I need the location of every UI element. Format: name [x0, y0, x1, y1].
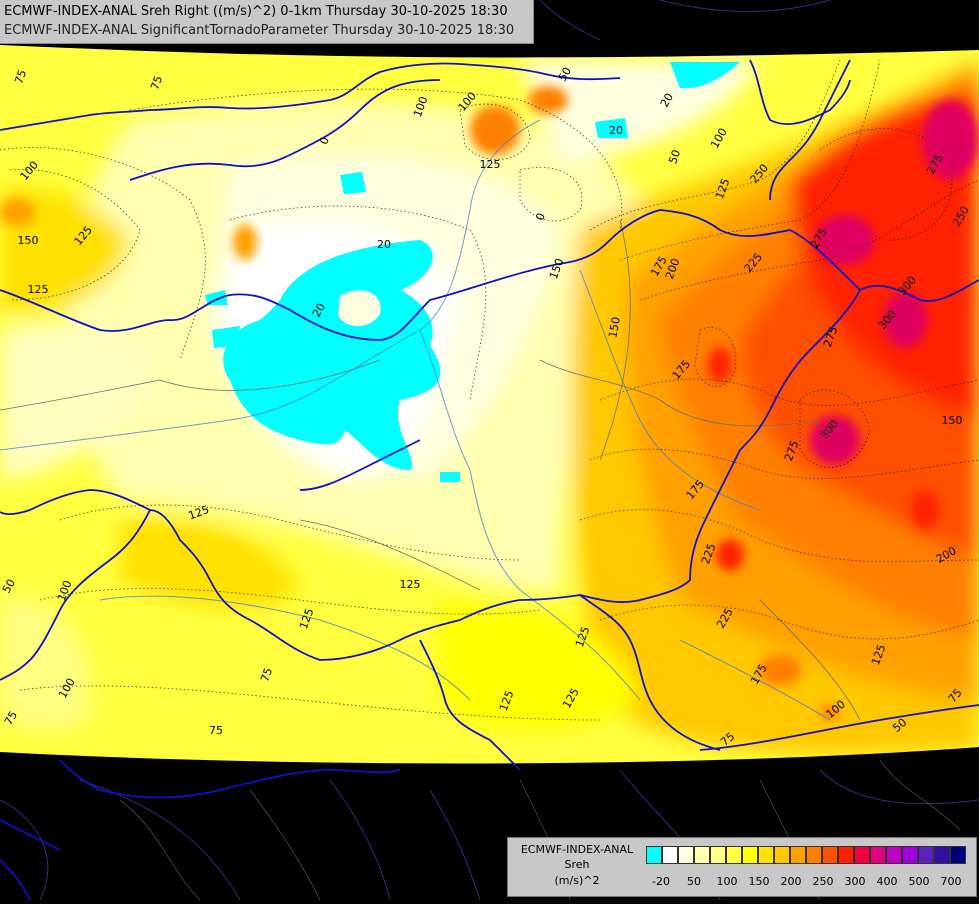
legend-parameter: Sreh — [564, 858, 590, 871]
contour-label: 75 — [258, 666, 275, 684]
rivers — [0, 119, 831, 721]
legend-swatch — [678, 846, 694, 864]
contour-label: 125 — [28, 283, 49, 296]
contour-label: 75 — [148, 74, 165, 92]
sreh-field — [0, 45, 979, 764]
contour-label: 0 — [533, 211, 548, 222]
legend-swatch — [758, 846, 774, 864]
contour-label: 20 — [310, 301, 328, 320]
legend-tick-label: 300 — [844, 875, 866, 888]
contour-label: 75 — [2, 709, 20, 728]
title-line-sreh: ECMWF-INDEX-ANAL Sreh Right ((m/s)^2) 0-… — [4, 4, 508, 19]
contour-label: 150 — [606, 316, 622, 339]
contour-label: 150 — [18, 234, 39, 247]
contour-label: 150 — [942, 414, 963, 427]
legend-units: (m/s)^2 — [554, 874, 600, 887]
legend-swatch — [694, 846, 710, 864]
legend-tick-label: 700 — [940, 875, 962, 888]
legend-tick-label: 500 — [908, 875, 930, 888]
legend-tick-label: 50 — [687, 875, 701, 888]
admin-borders — [0, 219, 861, 721]
legend-swatch — [822, 846, 838, 864]
contour-label: 75 — [209, 724, 223, 737]
legend-swatch — [742, 846, 758, 864]
contour-label: 20 — [609, 124, 623, 137]
contour-label: 125 — [400, 578, 421, 591]
legend-tick-label: 150 — [748, 875, 770, 888]
legend-swatch — [774, 846, 790, 864]
negative-helicity-areas — [205, 62, 740, 482]
contour-label: 50 — [0, 577, 18, 596]
legend-tick-label: 200 — [780, 875, 802, 888]
legend-model: ECMWF-INDEX-ANAL — [520, 843, 634, 856]
legend-swatch — [646, 846, 662, 864]
legend-swatch — [854, 846, 870, 864]
contour-label: 20 — [377, 238, 391, 251]
legend-swatch — [950, 846, 966, 864]
contour-label: 50 — [666, 148, 683, 166]
contour-label: 75 — [12, 68, 29, 86]
legend-swatch — [886, 846, 902, 864]
contour-label: 125 — [480, 158, 501, 171]
dotted-contours — [0, 59, 979, 721]
legend-tick-label: -20 — [652, 875, 670, 888]
legend-swatch — [934, 846, 950, 864]
legend-tick-label: 100 — [716, 875, 738, 888]
legend-swatch — [806, 846, 822, 864]
title-line-stp: ECMWF-INDEX-ANAL SignificantTornadoParam… — [4, 23, 515, 38]
contour-label: 20 — [658, 91, 676, 110]
legend-swatch — [918, 846, 934, 864]
title-box: ECMWF-INDEX-ANAL Sreh Right ((m/s)^2) 0-… — [0, 0, 534, 44]
contour-label: 0 — [317, 135, 332, 146]
field-hotspots — [0, 86, 978, 720]
contour-label: 50 — [556, 65, 574, 84]
legend-swatch — [710, 846, 726, 864]
legend-swatch — [838, 846, 854, 864]
legend-swatch — [790, 846, 806, 864]
legend-swatch — [870, 846, 886, 864]
legend-tick-label: 400 — [876, 875, 898, 888]
legend-swatch — [726, 846, 742, 864]
country-borders — [0, 59, 979, 901]
legend-tick-label: 250 — [812, 875, 834, 888]
color-legend: ECMWF-INDEX-ANAL Sreh (m/s)^2 -20 50 100 15… — [507, 837, 977, 897]
legend-swatch — [902, 846, 918, 864]
legend-swatch — [662, 846, 678, 864]
